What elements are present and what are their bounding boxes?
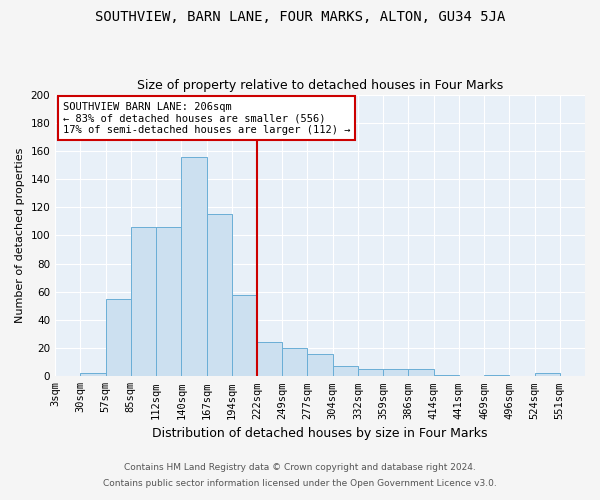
- Bar: [131, 227, 156, 376]
- Bar: [383, 370, 409, 376]
- Text: Contains HM Land Registry data © Crown copyright and database right 2024.: Contains HM Land Registry data © Crown c…: [124, 464, 476, 472]
- Title: Size of property relative to detached houses in Four Marks: Size of property relative to detached ho…: [137, 79, 503, 92]
- Bar: [156, 227, 181, 376]
- Text: Contains public sector information licensed under the Open Government Licence v3: Contains public sector information licen…: [103, 478, 497, 488]
- Bar: [80, 374, 106, 376]
- Bar: [106, 299, 131, 376]
- Bar: [307, 354, 332, 376]
- Bar: [484, 375, 509, 376]
- Bar: [206, 214, 232, 376]
- Bar: [257, 342, 282, 376]
- Bar: [434, 375, 459, 376]
- Bar: [232, 294, 257, 376]
- Text: SOUTHVIEW BARN LANE: 206sqm
← 83% of detached houses are smaller (556)
17% of se: SOUTHVIEW BARN LANE: 206sqm ← 83% of det…: [63, 102, 350, 135]
- Bar: [409, 370, 434, 376]
- Bar: [282, 348, 307, 376]
- Bar: [181, 156, 206, 376]
- Bar: [358, 370, 383, 376]
- X-axis label: Distribution of detached houses by size in Four Marks: Distribution of detached houses by size …: [152, 427, 488, 440]
- Y-axis label: Number of detached properties: Number of detached properties: [15, 148, 25, 323]
- Bar: [332, 366, 358, 376]
- Bar: [535, 374, 560, 376]
- Text: SOUTHVIEW, BARN LANE, FOUR MARKS, ALTON, GU34 5JA: SOUTHVIEW, BARN LANE, FOUR MARKS, ALTON,…: [95, 10, 505, 24]
